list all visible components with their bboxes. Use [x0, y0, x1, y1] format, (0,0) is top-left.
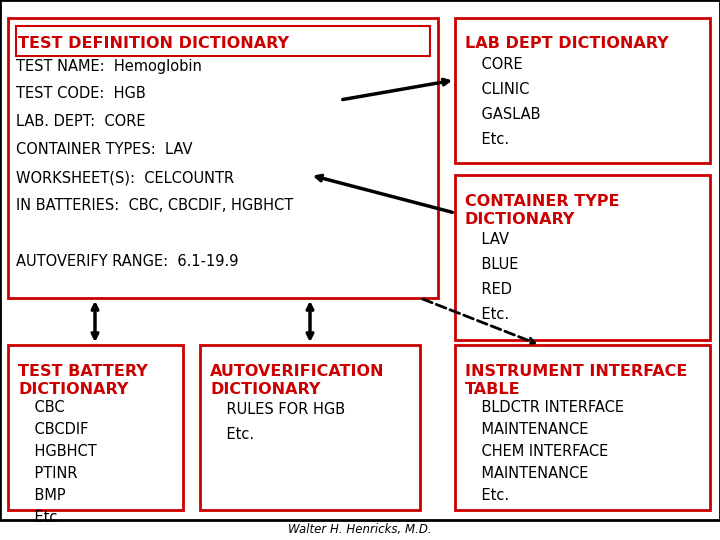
Text: PTINR: PTINR [16, 467, 78, 482]
Text: DICTIONARY: DICTIONARY [210, 381, 320, 396]
Text: TEST NAME:  Hemoglobin: TEST NAME: Hemoglobin [16, 58, 202, 73]
Text: WORKSHEET(S):  CELCOUNTR: WORKSHEET(S): CELCOUNTR [16, 171, 234, 186]
Text: BMP: BMP [16, 489, 66, 503]
Text: GASLAB: GASLAB [463, 107, 541, 122]
Text: CONTAINER TYPE: CONTAINER TYPE [465, 193, 619, 208]
Text: LAV: LAV [463, 232, 509, 247]
Text: IN BATTERIES:  CBC, CBCDIF, HGBHCT: IN BATTERIES: CBC, CBCDIF, HGBHCT [16, 199, 293, 213]
Text: Etc.: Etc. [463, 489, 509, 503]
Text: Etc.: Etc. [463, 132, 509, 147]
Text: MAINTENANCE: MAINTENANCE [463, 422, 588, 437]
Bar [455, 345, 710, 510]
Text: TEST CODE:  HGB: TEST CODE: HGB [16, 86, 145, 102]
Bar [455, 175, 710, 340]
Text: TEST DEFINITION DICTIONARY: TEST DEFINITION DICTIONARY [18, 37, 289, 51]
Text: TEST BATTERY: TEST BATTERY [18, 363, 148, 379]
Text: AUTOVERIFY RANGE:  6.1-19.9: AUTOVERIFY RANGE: 6.1-19.9 [16, 254, 238, 269]
Text: TABLE: TABLE [465, 381, 521, 396]
Text: Etc.: Etc. [208, 427, 254, 442]
Text: BLUE: BLUE [463, 257, 518, 272]
Text: Walter H. Henricks, M.D.: Walter H. Henricks, M.D. [288, 523, 432, 537]
Text: INSTRUMENT INTERFACE: INSTRUMENT INTERFACE [465, 363, 688, 379]
Text: CHEM INTERFACE: CHEM INTERFACE [463, 444, 608, 460]
Text: CONTAINER TYPES:  LAV: CONTAINER TYPES: LAV [16, 143, 192, 158]
Text: MAINTENANCE: MAINTENANCE [463, 467, 588, 482]
Text: DICTIONARY: DICTIONARY [465, 212, 575, 226]
Bar [16, 26, 430, 56]
Text: RULES FOR HGB: RULES FOR HGB [208, 402, 345, 417]
Bar [8, 345, 183, 510]
Text: LAB. DEPT:  CORE: LAB. DEPT: CORE [16, 114, 145, 130]
Text: LAB DEPT DICTIONARY: LAB DEPT DICTIONARY [465, 37, 669, 51]
Bar [455, 18, 710, 163]
Text: Etc.: Etc. [463, 307, 509, 322]
Bar [8, 18, 438, 298]
Text: BLDCTR INTERFACE: BLDCTR INTERFACE [463, 401, 624, 415]
Text: RED: RED [463, 282, 512, 297]
Text: CBCDIF: CBCDIF [16, 422, 89, 437]
Text: HGBHCT: HGBHCT [16, 444, 96, 460]
Text: CBC: CBC [16, 401, 65, 415]
Bar [200, 345, 420, 510]
Text: AUTOVERIFICATION: AUTOVERIFICATION [210, 363, 384, 379]
Text: DICTIONARY: DICTIONARY [18, 381, 128, 396]
Text: Etc.: Etc. [16, 510, 62, 525]
Text: CLINIC: CLINIC [463, 82, 529, 97]
Text: CORE: CORE [463, 57, 523, 72]
